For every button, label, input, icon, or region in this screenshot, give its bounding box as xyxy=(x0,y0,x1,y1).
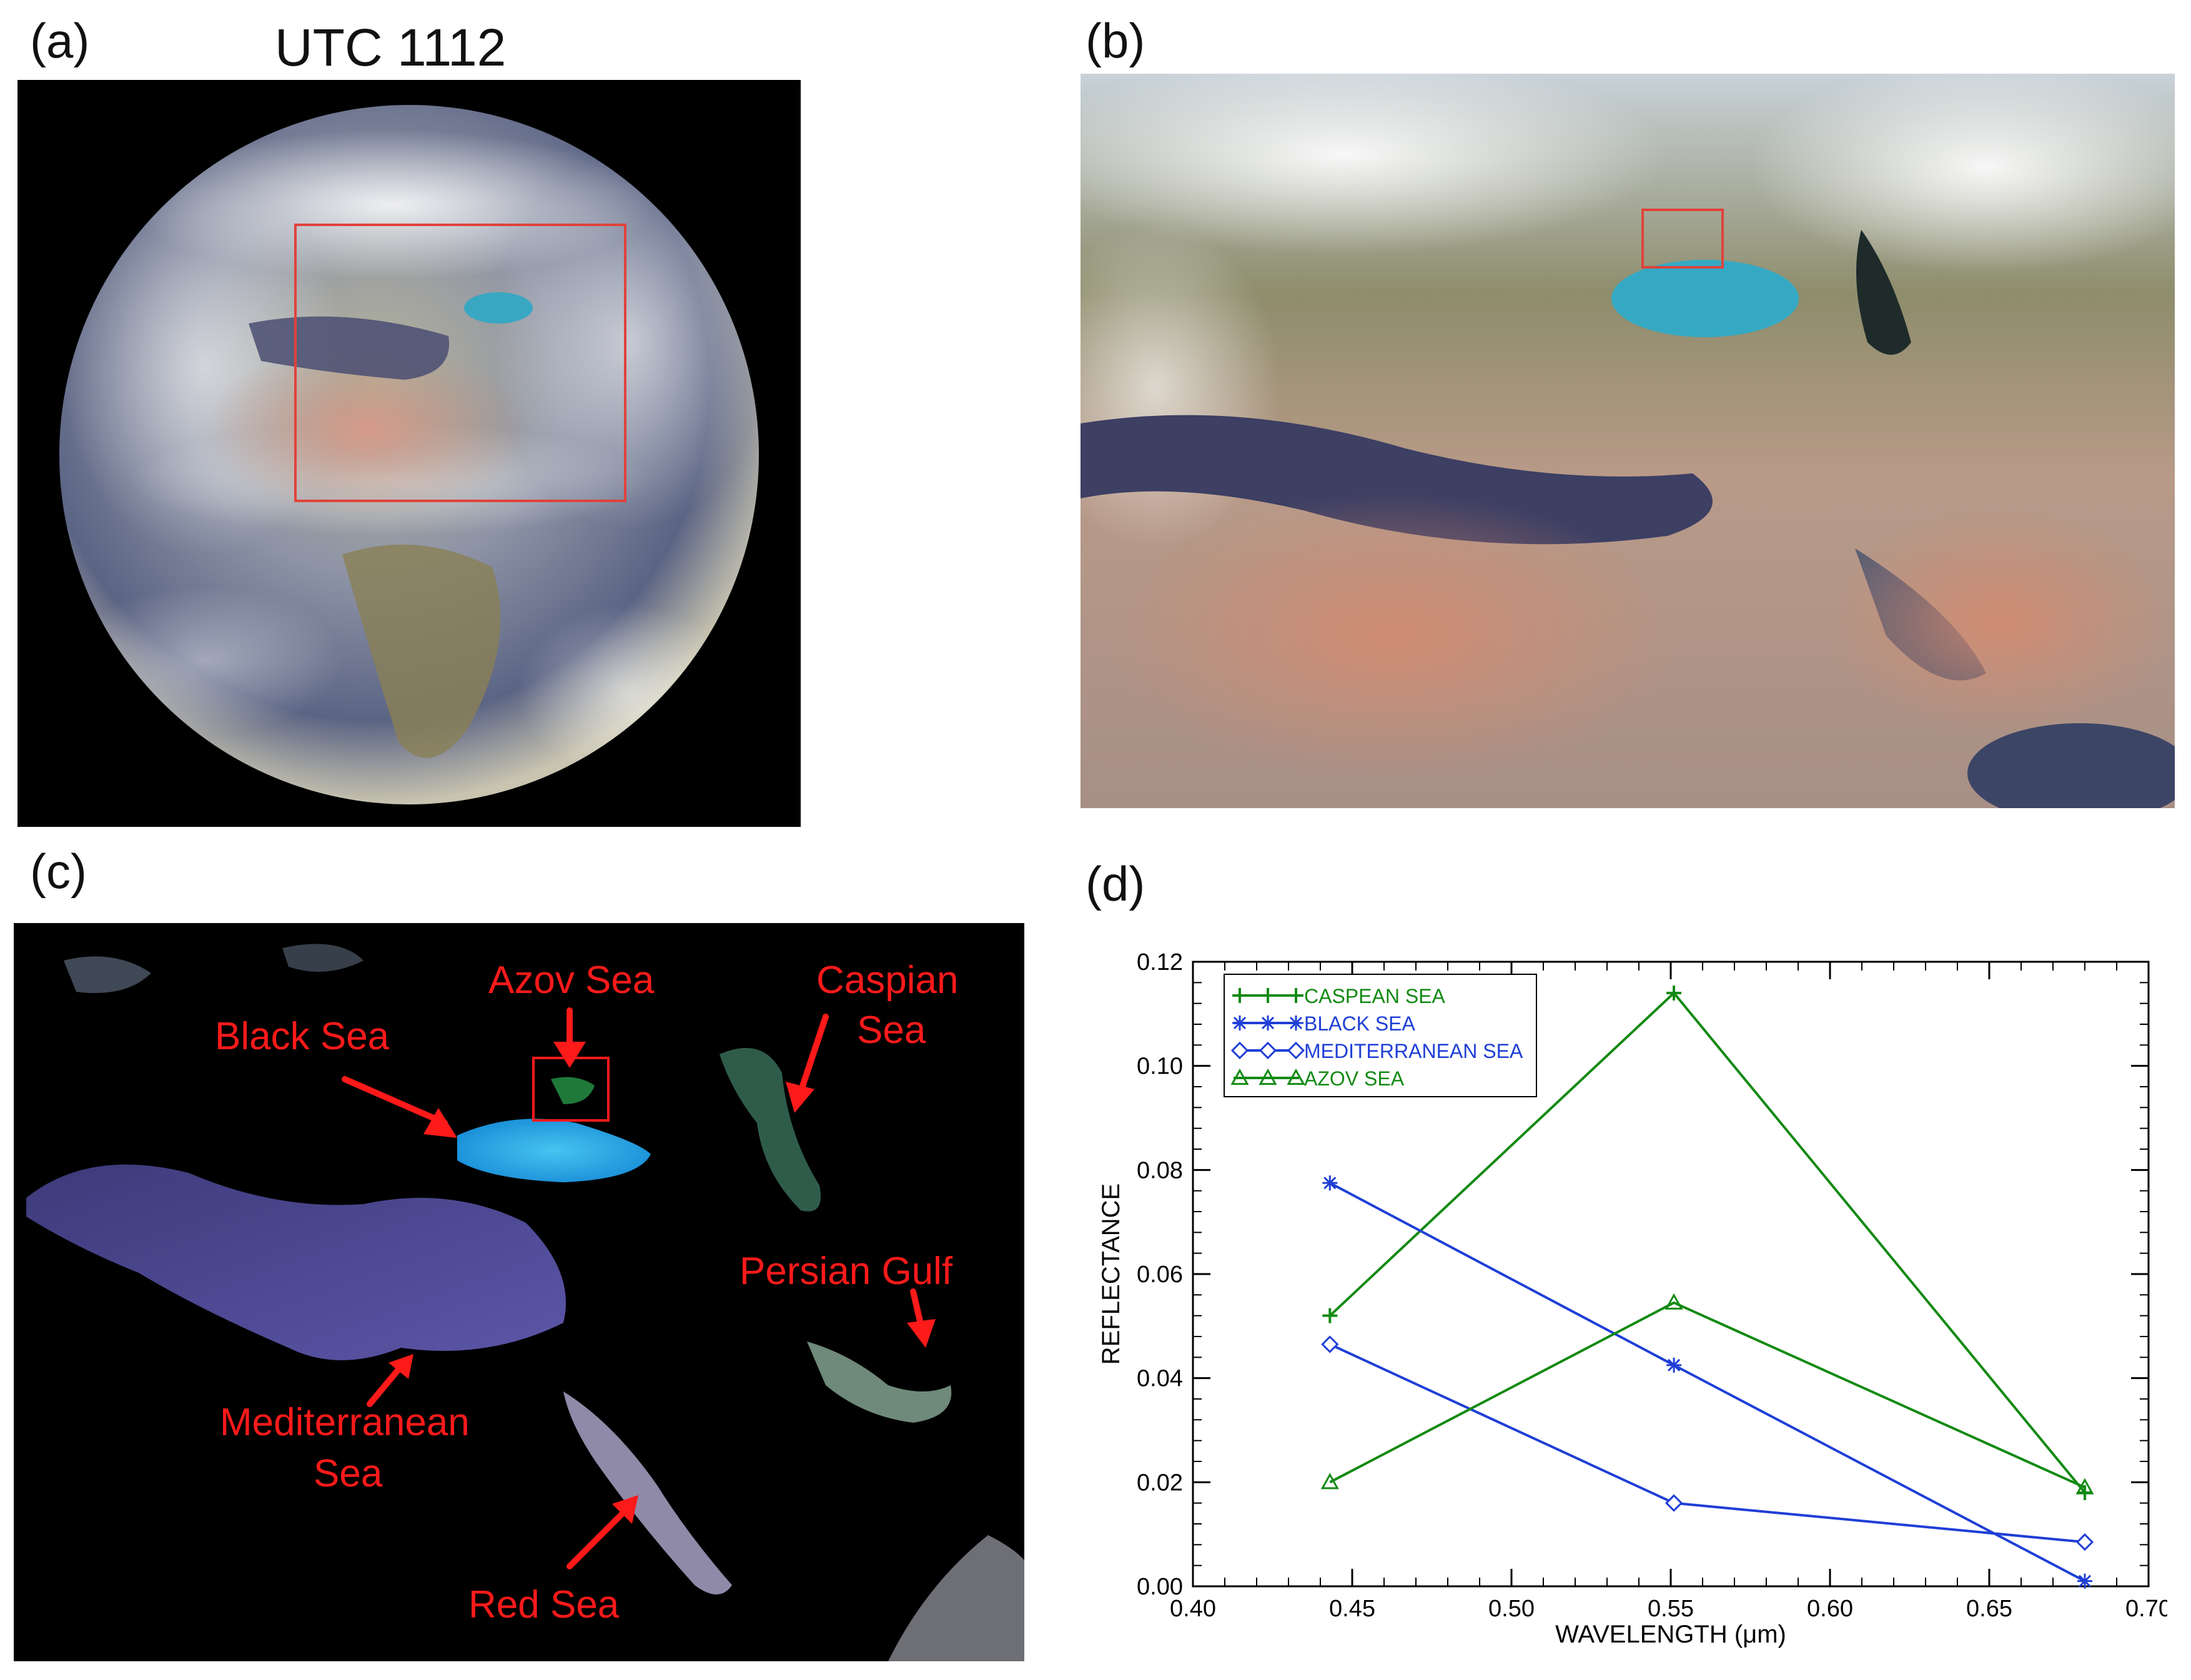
reflectance-chart: 0.40 0.45 0.50 0.55 0.60 0.65 0.70 0.00 0.02 0.04… xyxy=(1097,949,2167,1648)
data-point xyxy=(2075,1478,2094,1495)
y-tick-label: 0.08 xyxy=(1137,1157,1183,1183)
data-point xyxy=(1322,1308,1338,1323)
legend-marker xyxy=(1288,988,1303,1003)
legend-marker xyxy=(1260,988,1275,1003)
azov-region-box xyxy=(1641,209,1724,269)
legend-marker xyxy=(1287,1068,1305,1085)
chart-legend: CASPEAN SEA BLACK SEA MEDITERRANEAN SEA AZO… xyxy=(1224,974,1537,1097)
label-caspian-line2: Sea xyxy=(857,1009,926,1052)
legend-item: AZOV SEA xyxy=(1230,1067,1405,1090)
legend-marker xyxy=(1288,1015,1303,1030)
label-persian-gulf: Persian Gulf xyxy=(739,1250,953,1293)
legend-marker xyxy=(1232,1015,1247,1030)
mediterranean-sea-shape xyxy=(26,1164,566,1360)
caspian-arrow xyxy=(798,1014,829,1095)
x-tick-label: 0.70 xyxy=(2125,1596,2167,1622)
legend-marker xyxy=(1260,1015,1275,1030)
zoomed-satellite-image xyxy=(1081,74,2175,808)
series-azov-sea xyxy=(1320,1293,2094,1495)
legend-label: CASPEAN SEA xyxy=(1304,985,1446,1007)
azov-sea-shape xyxy=(551,1077,595,1104)
legend-marker xyxy=(1259,1068,1277,1085)
panel-label-d: (d) xyxy=(1086,856,1145,911)
y-tick-label: 0.06 xyxy=(1137,1262,1183,1288)
label-mediterranean-line1: Mediterranean xyxy=(220,1401,470,1444)
panel-label-c: (c) xyxy=(30,844,87,899)
label-black-sea: Black Sea xyxy=(215,1015,390,1058)
legend-item: BLACK SEA xyxy=(1232,1012,1416,1035)
label-azov-sea: Azov Sea xyxy=(488,959,655,1002)
x-tick-label: 0.65 xyxy=(1966,1596,2012,1622)
panel-label-a: (a) xyxy=(30,13,90,68)
y-tick-label: 0.00 xyxy=(1137,1574,1183,1600)
legend-marker xyxy=(1259,1041,1277,1060)
legend-item: CASPEAN SEA xyxy=(1232,985,1446,1007)
x-tick-label: 0.40 xyxy=(1170,1596,1216,1622)
x-tick-label: 0.45 xyxy=(1329,1596,1375,1622)
black-sea-shape xyxy=(457,1119,651,1182)
x-tick-label: 0.60 xyxy=(1807,1596,1853,1622)
series-line xyxy=(1329,1301,2085,1489)
red-sea-shape xyxy=(563,1391,732,1594)
data-point xyxy=(2075,1533,2094,1551)
data-point xyxy=(2077,1573,2092,1589)
legend-marker xyxy=(1230,1041,1249,1060)
full-disk-satellite-image xyxy=(17,80,801,827)
data-point xyxy=(1664,1494,1683,1512)
x-tick-label: 0.55 xyxy=(1648,1596,1694,1622)
y-axis-label: REFLECTANCE xyxy=(1097,1183,1125,1365)
legend-marker xyxy=(1232,988,1247,1003)
data-point xyxy=(1664,1293,1683,1310)
data-point xyxy=(1320,1473,1339,1490)
label-red-sea: Red Sea xyxy=(468,1583,620,1626)
zoom-region-box xyxy=(294,224,626,502)
legend-label: BLACK SEA xyxy=(1304,1012,1416,1035)
masked-seas-image: Azov Sea Black Sea Caspian Sea Persian G… xyxy=(14,923,1024,1661)
data-point xyxy=(1322,1175,1338,1191)
caspian-sea-shape xyxy=(720,1048,821,1212)
legend-label: MEDITERRANEAN SEA xyxy=(1304,1040,1523,1062)
legend-marker xyxy=(1230,1068,1249,1085)
x-axis-label: WAVELENGTH (μm) xyxy=(1555,1621,1786,1648)
utc-time-label: UTC 1112 xyxy=(275,18,507,77)
label-mediterranean-line2: Sea xyxy=(314,1452,383,1495)
data-point xyxy=(1666,1357,1682,1373)
panel-label-b: (b) xyxy=(1086,13,1145,68)
y-tick-label: 0.04 xyxy=(1137,1366,1183,1392)
legend-marker xyxy=(1287,1041,1305,1060)
y-tick-label: 0.10 xyxy=(1137,1054,1183,1080)
series-mediterranean-sea xyxy=(1321,1335,2094,1551)
x-tick-label: 0.50 xyxy=(1488,1596,1535,1622)
y-tick-label: 0.02 xyxy=(1137,1470,1183,1496)
y-tick-label: 0.12 xyxy=(1137,949,1183,976)
chart-axes: 0.40 0.45 0.50 0.55 0.60 0.65 0.70 0.00 0.02 0.04… xyxy=(1137,949,2167,1622)
series-layer xyxy=(1320,986,2094,1589)
legend-label: AZOV SEA xyxy=(1304,1067,1405,1090)
label-caspian-line1: Caspian xyxy=(816,959,958,1002)
data-point xyxy=(1321,1335,1339,1353)
data-point xyxy=(1666,986,1682,1001)
mediterranean-arrow xyxy=(367,1363,404,1407)
red-sea-arrow xyxy=(566,1507,629,1569)
legend-item: MEDITERRANEAN SEA xyxy=(1230,1040,1523,1062)
persian-gulf-shape xyxy=(807,1342,952,1423)
series-black-sea xyxy=(1322,1175,2092,1589)
black-sea-arrow xyxy=(342,1076,448,1126)
